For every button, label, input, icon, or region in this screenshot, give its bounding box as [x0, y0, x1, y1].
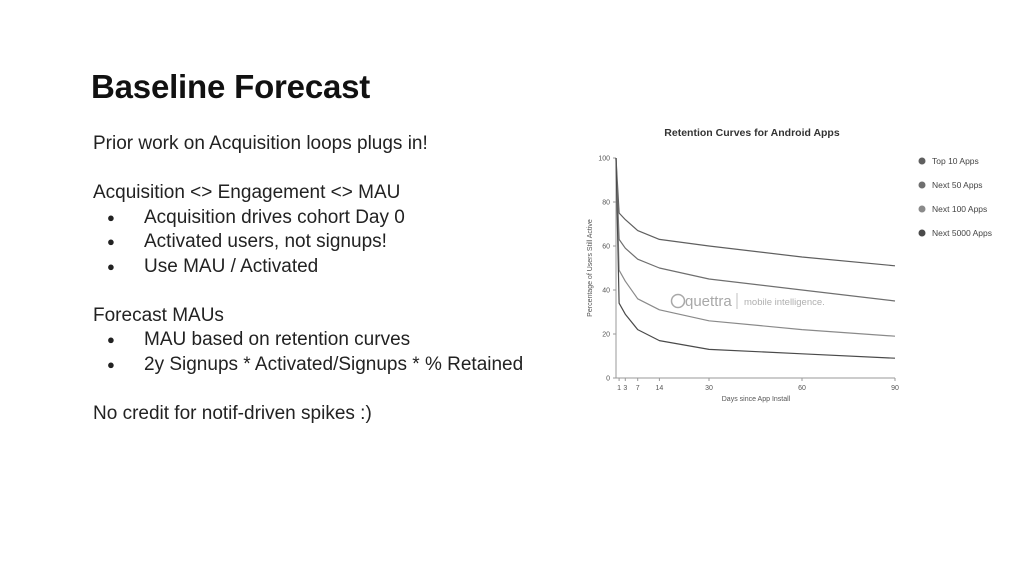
spacer: [93, 377, 563, 402]
y-tick-label: 100: [598, 156, 610, 163]
y-tick-label: 80: [602, 200, 610, 207]
spacer: [93, 157, 563, 182]
slide-body: Prior work on Acquisition loops plugs in…: [93, 132, 563, 426]
watermark-tagline: mobile intelligence.: [744, 297, 825, 308]
legend-marker: [918, 205, 926, 213]
series-lines: [615, 157, 896, 359]
y-axis-label: Percentage of Users Still Active: [587, 219, 594, 317]
section-heading-forecast: Forecast MAUs: [93, 304, 224, 326]
closing-text: No credit for notif-driven spikes :): [93, 402, 372, 424]
x-axis-label: Days since App Install: [722, 396, 791, 403]
legend-label: Next 50 Apps: [932, 180, 983, 190]
y-tick-label: 20: [602, 332, 610, 339]
x-tick-label: 3: [623, 385, 627, 392]
x-tick-label: 14: [656, 385, 664, 392]
legend-marker: [918, 229, 926, 237]
intro-text: Prior work on Acquisition loops plugs in…: [93, 133, 428, 154]
chart-legend: Top 10 Apps Next 50 Apps Next 100 Apps Next…: [918, 156, 992, 238]
legend-marker: [918, 181, 926, 189]
x-tick-label: 30: [705, 385, 713, 392]
x-tick-label: 60: [798, 385, 806, 392]
quettra-logo-icon: [670, 293, 686, 309]
x-tick-label: 7: [636, 385, 640, 392]
bullet-list-forecast: MAU based on retention curves 2y Signups…: [93, 328, 563, 377]
section-heading-acquisition: Acquisition <> Engagement <> MAU: [93, 182, 401, 203]
spacer: [93, 279, 563, 304]
legend-marker: [918, 157, 926, 165]
bullet-item: Use MAU / Activated: [93, 255, 563, 280]
bullet-item: MAU based on retention curves: [93, 328, 563, 353]
bullet-list-acquisition: Acquisition drives cohort Day 0 Activate…: [93, 206, 563, 280]
legend-label: Next 5000 Apps: [932, 228, 992, 238]
chart-axes: 0 20 40 60 80 100 1 3 7 14 30 60 90: [598, 156, 899, 393]
bullet-item: Activated users, not signups!: [93, 230, 563, 255]
watermark-brand: quettra: [685, 293, 732, 310]
x-tick-label: 1: [617, 385, 621, 392]
y-tick-label: 60: [602, 244, 610, 251]
series-line: [615, 157, 896, 302]
bullet-item: Acquisition drives cohort Day 0: [93, 206, 563, 231]
y-tick-label: 40: [602, 288, 610, 295]
legend-label: Top 10 Apps: [932, 156, 979, 166]
retention-chart: Retention Curves for Android Apps Percen…: [587, 127, 992, 403]
x-tick-label: 90: [891, 385, 899, 392]
series-line: [615, 157, 896, 267]
series-line: [615, 157, 896, 359]
bullet-item: 2y Signups * Activated/Signups * % Retai…: [93, 353, 563, 378]
chart-title: Retention Curves for Android Apps: [664, 127, 840, 139]
legend-label: Next 100 Apps: [932, 204, 987, 214]
y-tick-label: 0: [606, 376, 610, 383]
quettra-watermark: quettra mobile intelligence.: [670, 293, 825, 310]
series-line: [615, 157, 896, 337]
slide-title: Baseline Forecast: [91, 68, 371, 105]
